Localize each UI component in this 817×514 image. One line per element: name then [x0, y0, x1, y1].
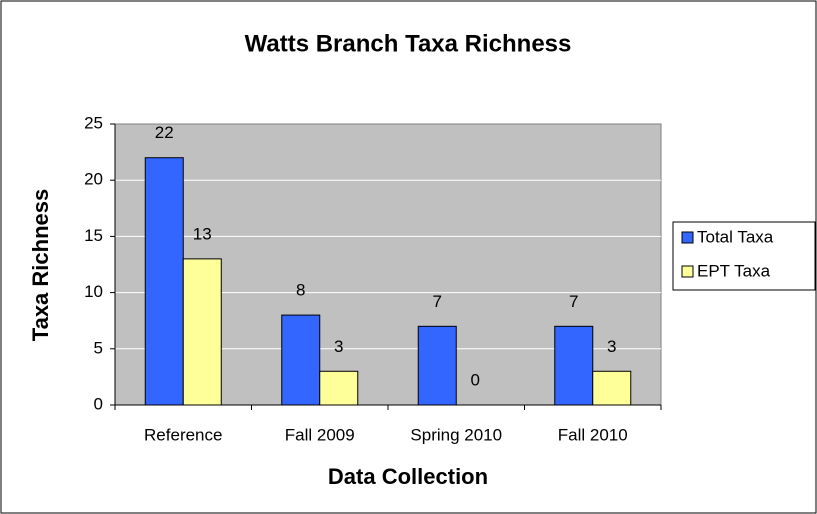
bar	[592, 370, 632, 406]
x-tick-label: Spring 2010	[410, 425, 502, 444]
data-label: 7	[569, 292, 578, 311]
bar	[319, 370, 359, 406]
legend-swatch	[681, 265, 694, 278]
data-label: 13	[193, 224, 212, 243]
legend	[672, 221, 816, 291]
x-axis-label: Data Collection	[328, 464, 488, 489]
x-tick-label: Reference	[144, 425, 222, 444]
y-tick-label: 20	[84, 170, 103, 189]
data-label: 0	[471, 370, 480, 389]
bar	[554, 325, 594, 406]
data-label: 7	[433, 292, 442, 311]
data-label: 8	[296, 281, 305, 300]
x-tick-label: Fall 2009	[285, 425, 355, 444]
bar	[144, 157, 184, 406]
y-tick-label: 25	[84, 113, 103, 132]
legend-label: Total Taxa	[697, 227, 774, 246]
y-tick-label: 5	[94, 338, 103, 357]
y-tick-label: 0	[94, 394, 103, 413]
bar	[281, 314, 321, 406]
bar	[182, 258, 222, 406]
y-tick-label: 15	[84, 226, 103, 245]
legend-label: EPT Taxa	[697, 261, 771, 280]
chart-title: Watts Branch Taxa Richness	[245, 30, 572, 57]
data-label: 3	[607, 337, 616, 356]
data-label: 3	[334, 337, 343, 356]
bar	[417, 325, 457, 406]
x-tick-label: Fall 2010	[558, 425, 628, 444]
y-axis-label: Taxa Richness	[28, 189, 53, 341]
legend-swatch	[681, 231, 694, 244]
y-tick-label: 10	[84, 282, 103, 301]
data-label: 22	[155, 123, 174, 142]
